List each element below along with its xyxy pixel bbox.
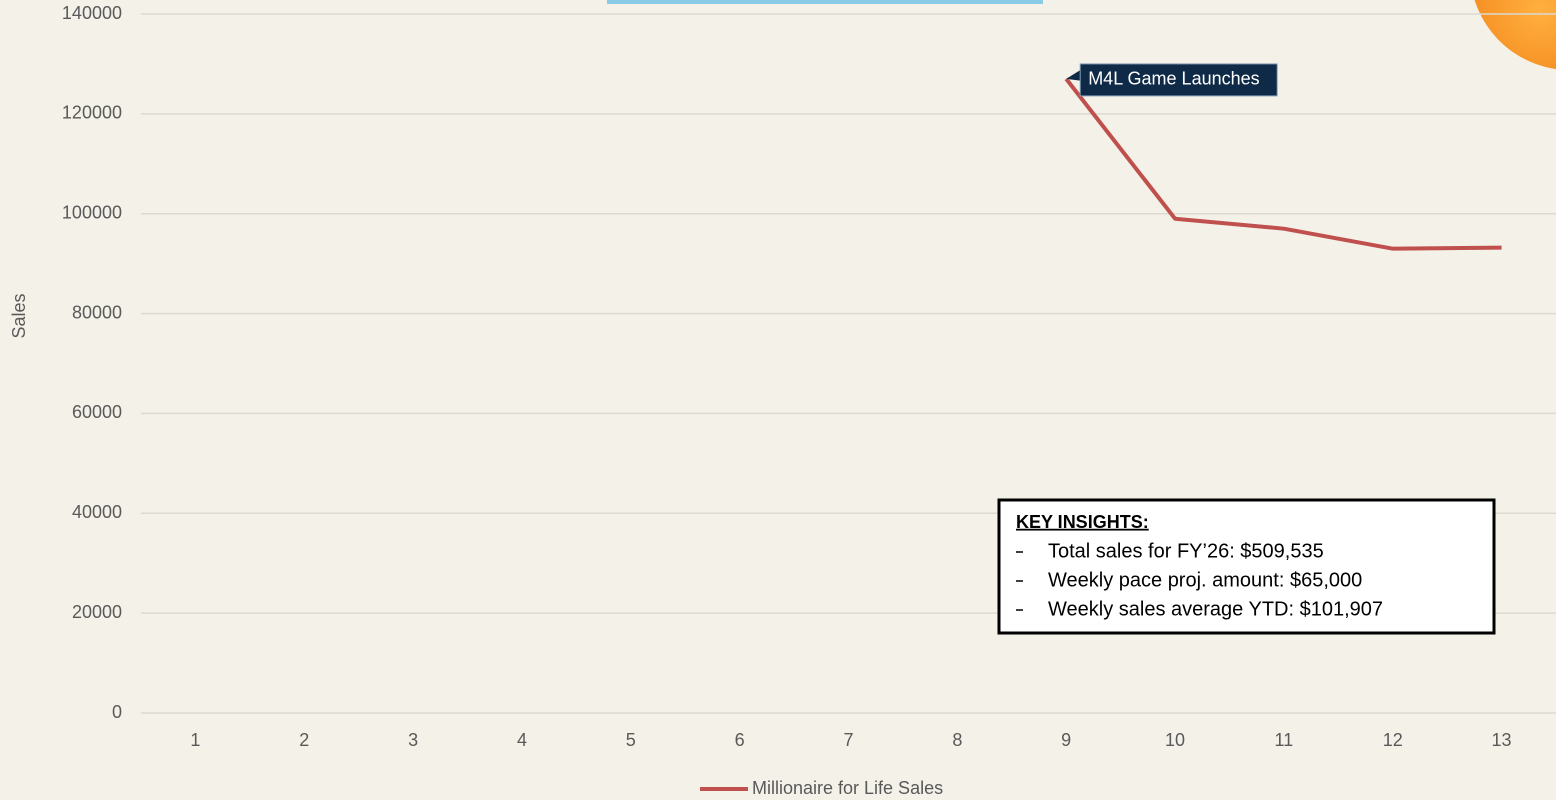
x-tick-label: 4 (517, 730, 527, 750)
y-tick-label: 0 (112, 702, 122, 722)
y-tick-label: 140000 (62, 3, 122, 23)
callout-text: M4L Game Launches (1088, 69, 1259, 89)
x-tick-label: 10 (1165, 730, 1185, 750)
plot-area: 0 20000 40000 60000 80000 100000 120000 140000 1… (62, 3, 1556, 750)
y-tick-label: 60000 (72, 402, 122, 422)
y-tick-label: 80000 (72, 302, 122, 322)
callout-box (1079, 63, 1278, 97)
x-tick-label: 8 (952, 730, 962, 750)
y-axis-label: Sales (9, 293, 29, 338)
x-tick-label: 3 (408, 730, 418, 750)
legend-label: Millionaire for Life Sales (752, 778, 943, 798)
insight-item: Weekly pace proj. amount: $65,000 (1048, 569, 1362, 591)
x-tick-label: 6 (735, 730, 745, 750)
insight-item: Weekly sales average YTD: $101,907 (1048, 598, 1383, 620)
callout-pointer (1066, 68, 1083, 81)
orange-decoration (1474, 0, 1556, 69)
y-tick-label: 40000 (72, 502, 122, 522)
x-tick-label: 12 (1383, 730, 1403, 750)
x-tick-label: 7 (843, 730, 853, 750)
insight-item: Total sales for FY’26: $509,535 (1048, 540, 1324, 562)
header-decoration (607, 0, 1043, 4)
x-tick-label: 5 (626, 730, 636, 750)
x-tick-label: 11 (1275, 730, 1294, 750)
y-tick-label: 20000 (72, 602, 122, 622)
insights-box (997, 498, 1496, 635)
data-line (1064, 77, 1502, 251)
x-tick-label: 9 (1061, 730, 1071, 750)
y-tick-label: 100000 (62, 202, 122, 222)
x-tick-label: 1 (190, 730, 200, 750)
insights-title: KEY INSIGHTS: (1016, 512, 1149, 532)
x-tick-label: 2 (299, 730, 309, 750)
x-tick-label: 13 (1492, 730, 1512, 750)
overlays: Millionaire for Life Sales M4L Game Launc… (700, 63, 1496, 798)
y-tick-label: 120000 (62, 103, 122, 123)
